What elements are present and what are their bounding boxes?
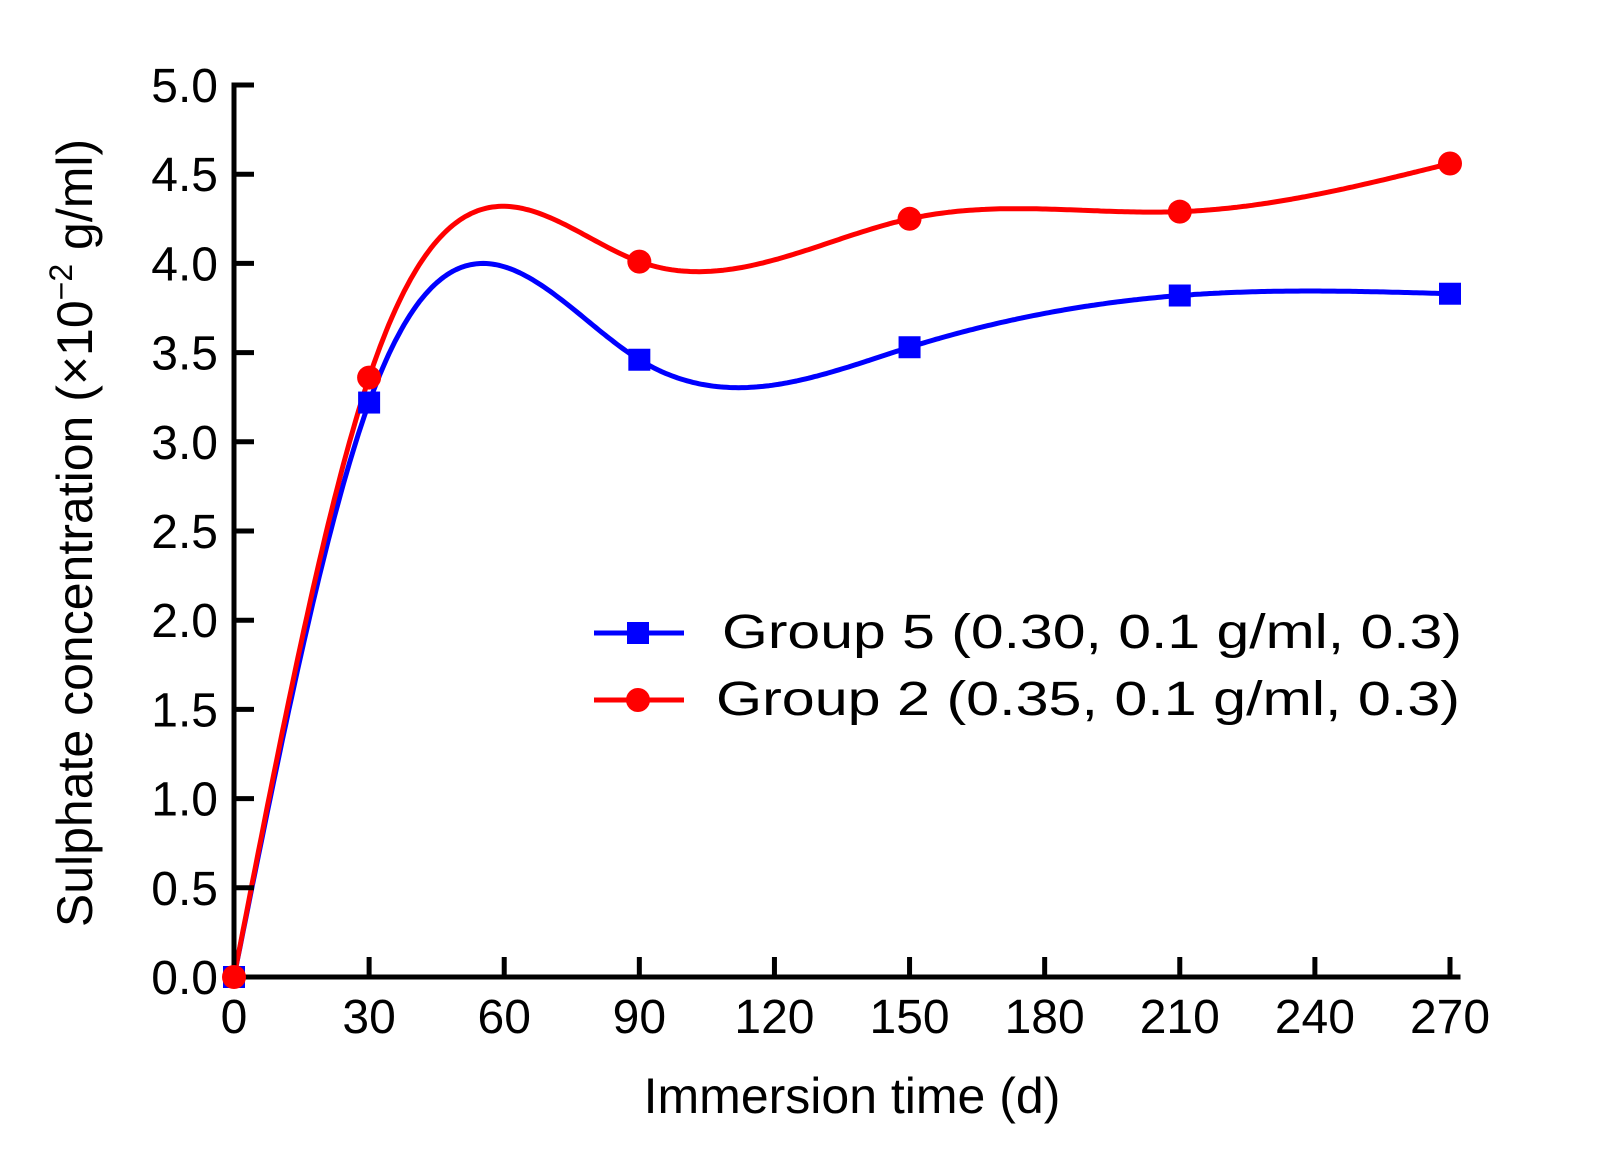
y-tick-label: 4.5 [151, 149, 218, 202]
series-line-group-2 [231, 161, 1451, 978]
legend-label-group-2: Group 2 (0.35, 0.1 g/ml, 0.3) [716, 673, 1460, 726]
y-axis-title-main: Sulphate concentration (×10 [47, 300, 103, 927]
x-tick-label: 120 [734, 991, 814, 1044]
x-tick-label: 210 [1140, 991, 1220, 1044]
y-tick-label: 3.5 [151, 328, 218, 381]
x-ticks: 0 30 60 90 120 150 180 210 240 270 [221, 957, 1490, 1044]
x-tick-label: 60 [478, 991, 531, 1044]
y-tick-label: 1.0 [151, 774, 218, 827]
y-tick-label: 1.5 [151, 684, 218, 737]
y-tick-label: 0.0 [151, 952, 218, 1005]
data-point-group-5 [1439, 282, 1461, 305]
legend-label-group-5: Group 5 (0.30, 0.1 g/ml, 0.3) [722, 606, 1462, 659]
data-point-group-5 [1168, 284, 1191, 307]
y-axis-title: Sulphate concentration (×10−2 g/ml) [43, 139, 103, 927]
x-axis-title: Immersion time (d) [644, 1068, 1061, 1124]
y-axis-title-superscript: −2 [43, 264, 79, 300]
x-tick-label: 150 [870, 991, 950, 1044]
axes: 0.0 0.5 1.0 1.5 2.0 2.5 3.0 3.5 4.0 4.5 5.0 0 30 60 9… [151, 60, 1490, 1044]
data-point-group-5 [898, 336, 921, 359]
data-point-group-2 [222, 965, 246, 989]
y-tick-label: 5.0 [151, 60, 218, 113]
y-tick-label: 2.0 [151, 595, 218, 648]
y-tick-label: 0.5 [151, 863, 218, 916]
x-tick-label: 0 [221, 991, 248, 1044]
markers-layer [222, 151, 1462, 989]
x-tick-label: 270 [1410, 991, 1490, 1044]
x-tick-label: 180 [1005, 991, 1085, 1044]
data-point-group-5 [358, 391, 381, 414]
data-point-group-2 [897, 206, 922, 231]
x-tick-label: 30 [342, 991, 395, 1044]
y-tick-label: 2.5 [151, 506, 218, 559]
data-point-group-2 [627, 249, 652, 274]
legend-item-group-2: Group 2 (0.35, 0.1 g/ml, 0.3) [594, 673, 1460, 726]
data-point-group-2 [357, 365, 382, 390]
y-tick-label: 3.0 [151, 417, 218, 470]
x-tick-label: 90 [613, 991, 666, 1044]
x-tick-label: 240 [1275, 991, 1355, 1044]
y-tick-label: 4.0 [151, 238, 218, 291]
data-point-group-2 [1167, 199, 1192, 224]
legend-marker-circle [626, 688, 650, 712]
data-point-group-2 [1438, 151, 1462, 176]
series-line-group-5 [231, 260, 1451, 978]
legend-marker-square [627, 622, 649, 644]
data-point-group-5 [628, 348, 651, 371]
legend: Group 5 (0.30, 0.1 g/ml, 0.3) Group 2 (0… [594, 606, 1462, 726]
y-axis-title-tail: g/ml) [47, 139, 103, 264]
y-ticks: 0.0 0.5 1.0 1.5 2.0 2.5 3.0 3.5 4.0 4.5 5.0 [151, 60, 254, 1005]
series-layer [231, 161, 1451, 978]
legend-item-group-5: Group 5 (0.30, 0.1 g/ml, 0.3) [594, 606, 1462, 659]
